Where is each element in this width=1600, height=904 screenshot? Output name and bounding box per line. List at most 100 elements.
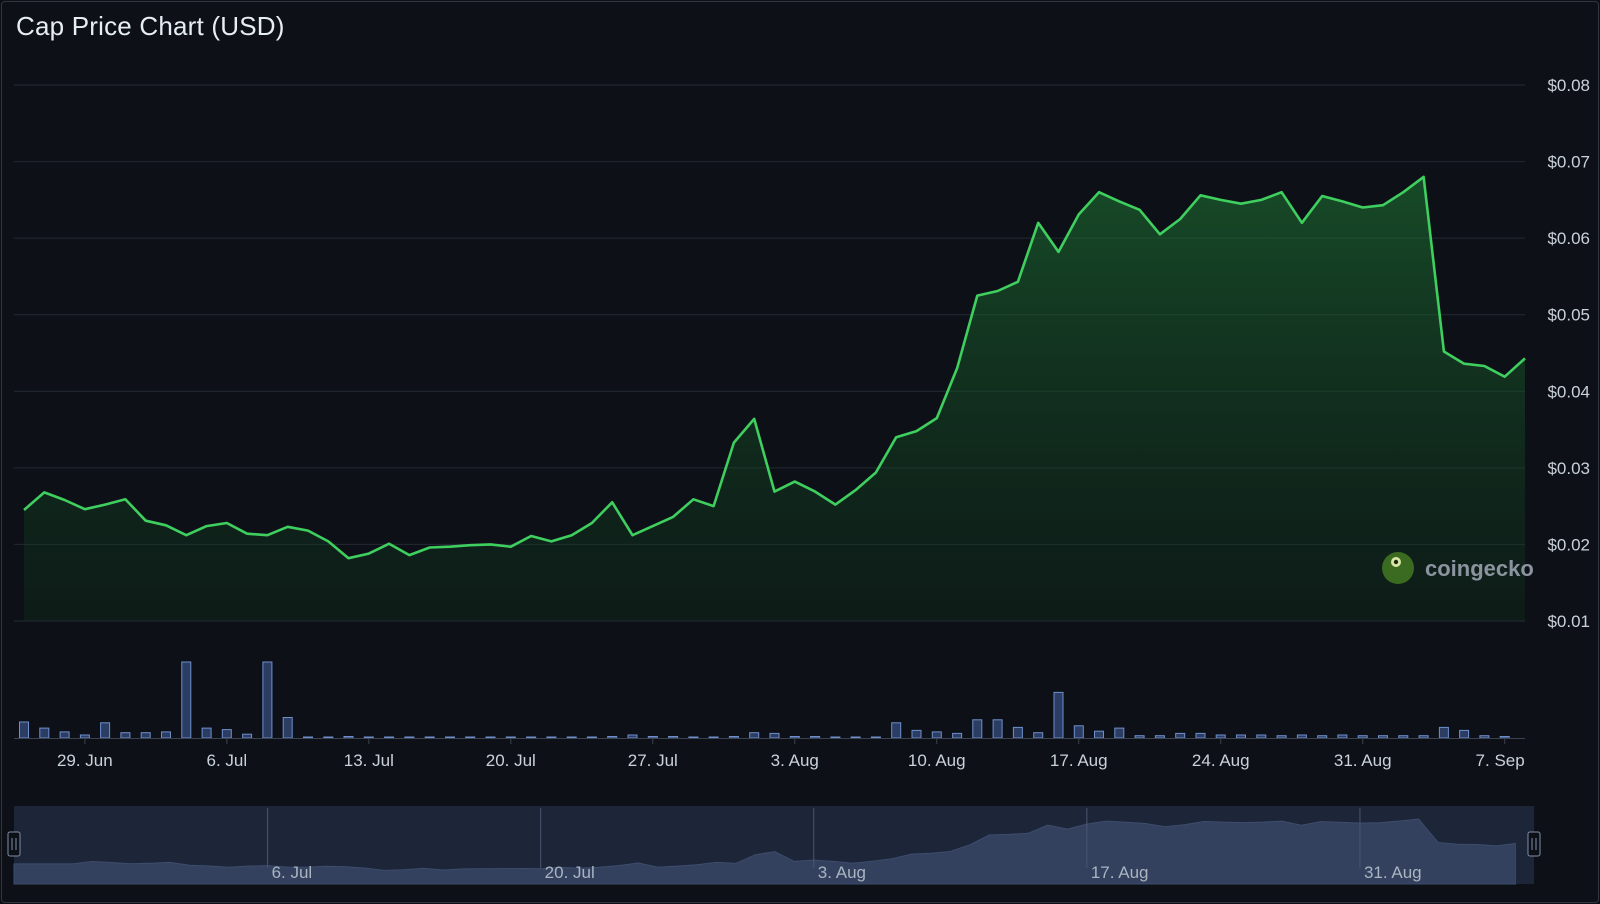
x-tick-label: 24. Aug (1192, 751, 1250, 770)
volume-bar (972, 719, 983, 739)
price-line (23, 175, 1526, 560)
volume-bar (343, 736, 354, 739)
volume-bar (891, 722, 902, 739)
y-axis: $0.01 $0.02 $0.03 $0.04 $0.05 $0.06 $0.07 $0.08 (1547, 76, 1590, 631)
volume-bar (1215, 734, 1226, 739)
volume-bar (1418, 735, 1429, 739)
navigator-right-handle[interactable] (1527, 831, 1541, 857)
volume-bar (485, 736, 496, 739)
x-axis: 29. Jun 6. Jul 13. Jul 20. Jul 27. Jul 3. Aug… (57, 738, 1525, 770)
gecko-pupil-icon (1393, 559, 1399, 565)
volume-bar (404, 736, 415, 739)
volume-bar (1317, 735, 1328, 739)
y-tick-label: $0.05 (1547, 306, 1590, 325)
x-tick-label: 31. Aug (1334, 751, 1392, 770)
chart-title: Cap Price Chart (USD) (16, 11, 285, 41)
volume-bar (1438, 726, 1449, 739)
volume-bar (1378, 735, 1388, 739)
volume-bar (1175, 732, 1186, 739)
volume-bar (201, 727, 212, 739)
volume-bar (242, 733, 253, 739)
x-tick-label: 29. Jun (57, 751, 113, 770)
navigator-right-pad (1516, 806, 1534, 884)
volume-bar (1276, 735, 1287, 739)
volume-bar (384, 736, 395, 739)
navigator-tick-label: 31. Aug (1364, 863, 1422, 882)
volume-bar (688, 736, 699, 739)
volume-bar (627, 734, 638, 739)
volume-bar (668, 736, 679, 739)
navigator-tick-label: 6. Jul (272, 863, 313, 882)
volume-bar (850, 736, 861, 739)
volume-bar (708, 736, 719, 739)
volume-bar (1256, 734, 1267, 739)
x-tick-label: 13. Jul (344, 751, 394, 770)
volume-bar (1154, 735, 1165, 739)
volume-bar (870, 736, 881, 739)
volume-bar (1479, 735, 1490, 739)
volume-bar (769, 732, 780, 739)
volume-bar (323, 736, 334, 739)
y-tick-label: $0.08 (1547, 76, 1590, 95)
x-tick-label: 17. Aug (1050, 751, 1108, 770)
volume-bar (1053, 691, 1064, 739)
y-tick-label: $0.02 (1547, 535, 1590, 554)
volume-bar (465, 736, 476, 739)
navigator-left-handle[interactable] (7, 831, 21, 857)
volume-bar (546, 736, 557, 739)
volume-bar (1012, 726, 1023, 739)
volume-bar (566, 736, 577, 739)
volume-bar (262, 661, 273, 739)
y-tick-label: $0.07 (1547, 153, 1590, 172)
volume-bar (728, 736, 739, 739)
y-tick-label: $0.03 (1547, 459, 1590, 478)
volume-bar (59, 731, 70, 739)
volume-bar (1499, 736, 1510, 739)
volume-bar (161, 731, 171, 739)
volume-bar (1033, 732, 1044, 739)
volume-bar (952, 732, 963, 739)
volume-bar (830, 736, 841, 739)
navigator-tick-label: 17. Aug (1091, 863, 1149, 882)
volume-bar (303, 736, 313, 739)
volume-bar (911, 729, 922, 739)
volume-bar (221, 729, 232, 739)
y-tick-label: $0.06 (1547, 229, 1590, 248)
y-tick-label: $0.04 (1547, 382, 1590, 401)
volume-bar (19, 721, 29, 739)
navigator[interactable]: 6. Jul 20. Jul 3. Aug 17. Aug 31. Aug (7, 806, 1541, 885)
volume-bar (1459, 729, 1470, 739)
volume-bar (1114, 727, 1125, 739)
volume-bar (749, 732, 760, 739)
volume-bar (1094, 730, 1104, 739)
volume-bar (526, 736, 537, 739)
coingecko-logo: coingecko (1382, 552, 1534, 584)
x-tick-label: 6. Jul (207, 751, 248, 770)
volume-bar (120, 732, 131, 739)
volume-bar (586, 736, 597, 739)
volume-bar (607, 736, 618, 739)
volume-bar (100, 722, 111, 739)
volume-bar (931, 731, 942, 739)
volume-bar (1134, 735, 1145, 739)
navigator-ticks: 6. Jul 20. Jul 3. Aug 17. Aug 31. Aug (267, 808, 1422, 882)
volume-bar (282, 717, 293, 739)
volume-bar (140, 732, 151, 739)
volume-bar (1296, 734, 1307, 739)
y-tick-label: $0.01 (1547, 612, 1590, 631)
gecko-icon (1382, 552, 1414, 584)
volume-bar (1337, 734, 1348, 739)
volume-bar (1073, 725, 1084, 739)
volume-bar (39, 727, 50, 739)
volume-bar (992, 719, 1003, 739)
volume-bars (14, 661, 1525, 739)
volume-bar (363, 736, 374, 739)
x-tick-label: 20. Jul (486, 751, 536, 770)
volume-bar (647, 736, 658, 739)
volume-bar (424, 736, 435, 739)
x-tick-label: 27. Jul (628, 751, 678, 770)
volume-bar (1398, 735, 1409, 739)
watermark-text: coingecko (1425, 556, 1534, 581)
volume-bar (1195, 732, 1206, 739)
